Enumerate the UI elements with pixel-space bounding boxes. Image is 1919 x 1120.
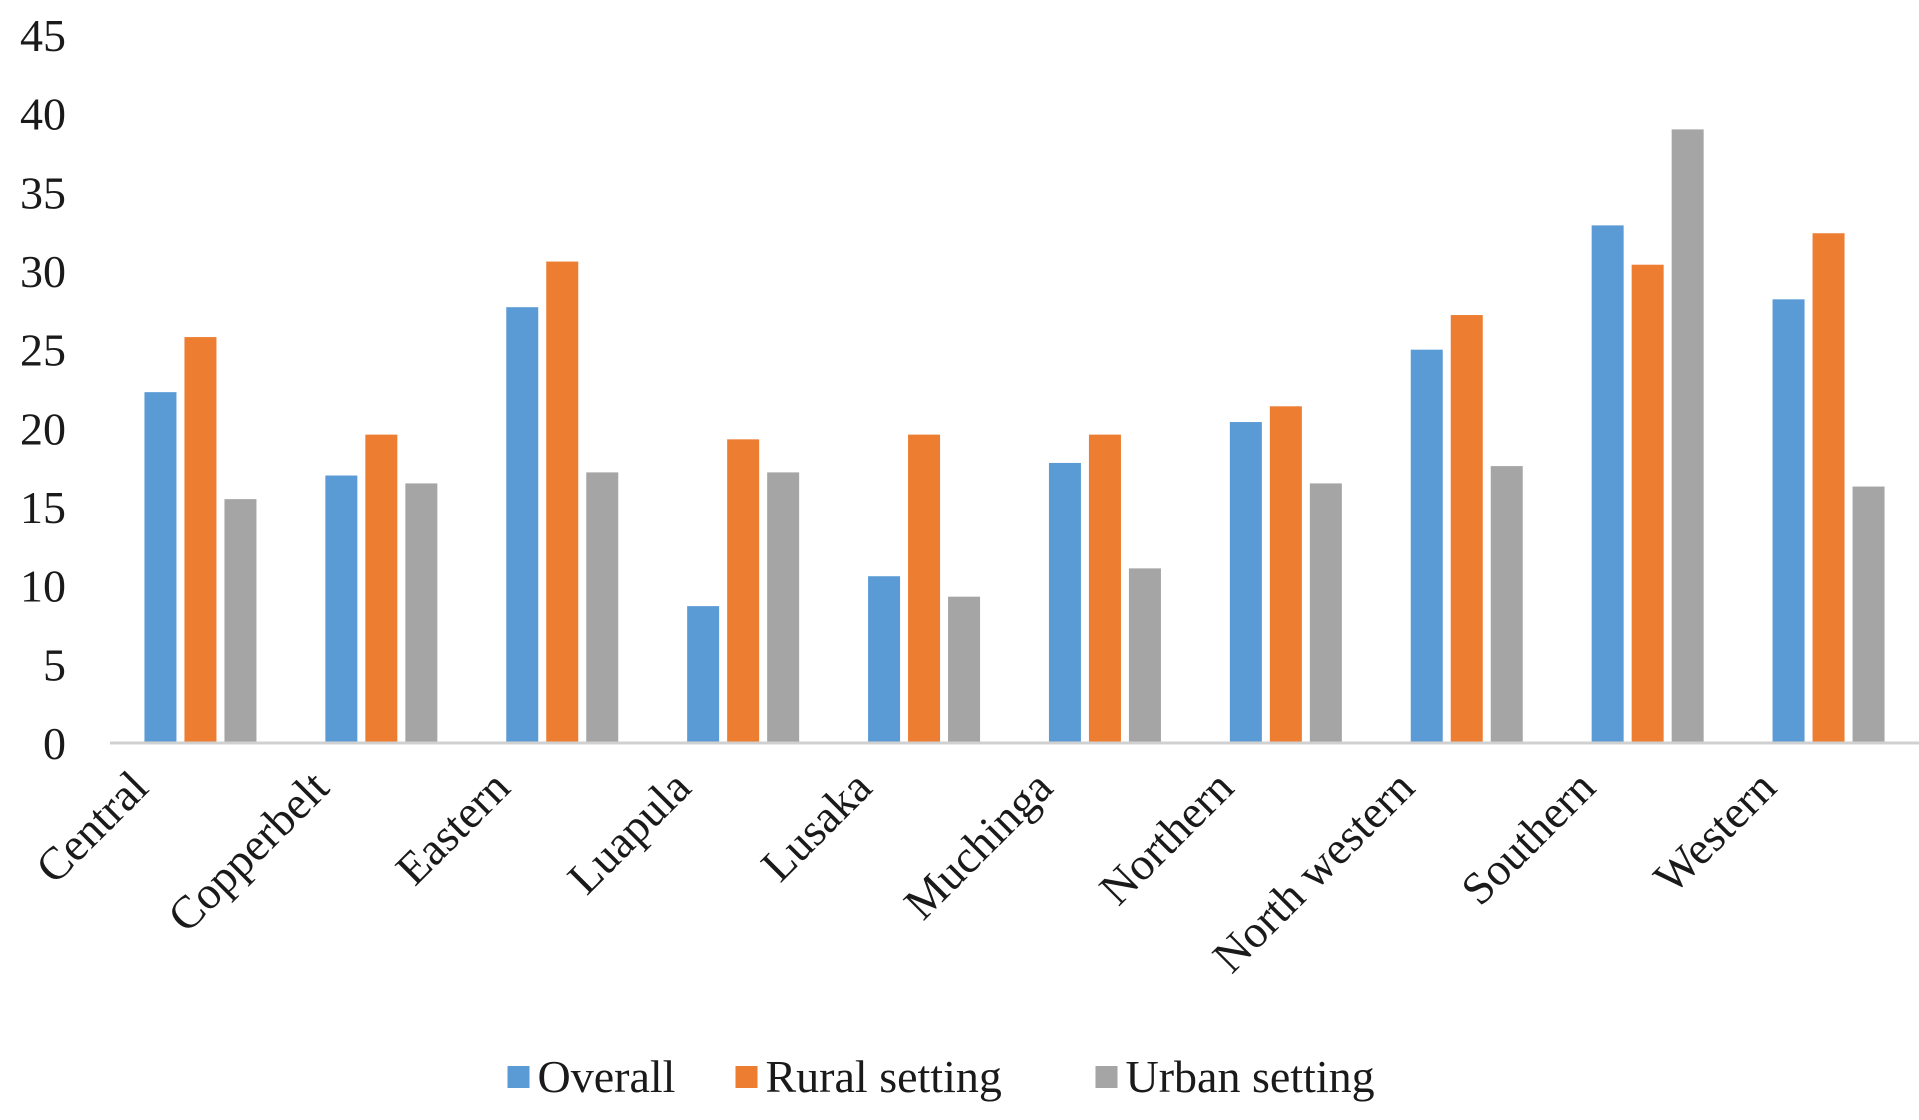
- x-category-label: Copperbelt: [158, 761, 339, 942]
- y-tick-label: 0: [43, 718, 66, 769]
- legend-item-urban-setting: Urban setting: [1095, 1051, 1375, 1102]
- legend-item-rural-setting: Rural setting: [735, 1051, 1002, 1102]
- bar-rural-setting-southern: [1631, 264, 1664, 743]
- bar-overall-luapula: [687, 606, 720, 743]
- bar-urban-setting-copperbelt: [405, 483, 438, 743]
- x-category-label: Central: [26, 761, 158, 893]
- bar-overall-lusaka: [868, 576, 901, 743]
- bar-overall-muchinga: [1048, 462, 1081, 743]
- bar-urban-setting-northern: [1309, 483, 1342, 743]
- bar-overall-north-western: [1410, 349, 1443, 743]
- y-tick-label: 5: [43, 639, 66, 690]
- bar-overall-copperbelt: [325, 475, 358, 743]
- legend-label: Overall: [538, 1051, 676, 1102]
- x-category-label: Lusaka: [751, 761, 881, 891]
- bar-urban-setting-eastern: [586, 472, 619, 743]
- y-axis-tick-labels: 0 5 10 15 20 25 30 35 40 45: [20, 10, 66, 769]
- y-tick-label: 30: [20, 246, 66, 297]
- bar-urban-setting-central: [224, 499, 257, 743]
- legend-swatch: [1095, 1066, 1118, 1088]
- bar-rural-setting-western: [1812, 233, 1845, 744]
- x-category-label: Luapula: [558, 761, 701, 904]
- bar-urban-setting-lusaka: [948, 596, 981, 743]
- bar-rural-setting-northern: [1269, 406, 1302, 743]
- bar-overall-northern: [1229, 422, 1262, 743]
- y-tick-label: 15: [20, 482, 66, 533]
- bar-rural-setting-lusaka: [908, 434, 941, 743]
- bar-urban-setting-muchinga: [1128, 568, 1161, 743]
- legend-item-overall: Overall: [507, 1051, 676, 1102]
- x-category-label: Southern: [1451, 761, 1605, 915]
- y-tick-label: 45: [20, 10, 66, 61]
- bar-rural-setting-north-western: [1450, 315, 1483, 743]
- y-tick-label: 20: [20, 403, 66, 454]
- legend-label: Urban setting: [1126, 1051, 1375, 1102]
- legend-label: Rural setting: [766, 1051, 1002, 1102]
- chart-legend: Overall Rural setting Urban setting: [507, 1051, 1375, 1102]
- bar-overall-western: [1772, 299, 1805, 743]
- bar-urban-setting-north-western: [1490, 466, 1523, 743]
- bar-rural-setting-central: [184, 337, 217, 743]
- x-category-label: Western: [1644, 761, 1786, 903]
- y-tick-label: 35: [20, 167, 66, 218]
- bar-rural-setting-luapula: [727, 439, 760, 743]
- x-category-label: Northern: [1089, 761, 1242, 914]
- bar-overall-southern: [1591, 225, 1624, 743]
- bar-overall-eastern: [506, 307, 539, 743]
- bar-rural-setting-eastern: [546, 261, 579, 743]
- bar-overall-central: [144, 392, 177, 743]
- x-axis-category-labels: Central Copperbelt Eastern Luapula Lusaka Muc…: [26, 761, 1786, 982]
- x-category-label: Eastern: [386, 761, 520, 895]
- legend-swatch: [507, 1066, 530, 1088]
- bar-urban-setting-southern: [1671, 129, 1704, 743]
- y-tick-label: 25: [20, 325, 66, 376]
- y-tick-label: 10: [20, 561, 66, 612]
- bar-urban-setting-luapula: [767, 472, 800, 743]
- y-tick-label: 40: [20, 89, 66, 140]
- bar-urban-setting-western: [1852, 486, 1885, 743]
- bar-series-group: [144, 129, 1885, 744]
- x-category-label: Muchinga: [894, 761, 1062, 929]
- bar-rural-setting-muchinga: [1088, 434, 1121, 743]
- bar-rural-setting-copperbelt: [365, 434, 398, 743]
- legend-swatch: [735, 1066, 758, 1088]
